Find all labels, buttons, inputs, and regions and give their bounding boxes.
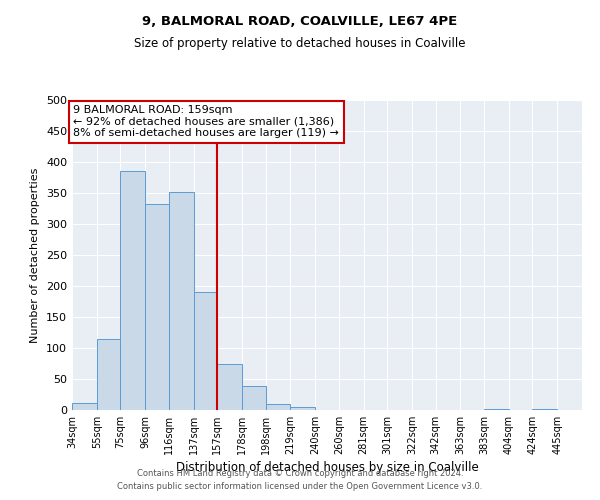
Bar [290,407,315,410]
X-axis label: Distribution of detached houses by size in Coalville: Distribution of detached houses by size … [176,461,478,474]
Bar [97,338,121,410]
Bar [217,364,242,410]
Bar [242,386,266,410]
Bar [121,172,145,410]
Text: Size of property relative to detached houses in Coalville: Size of property relative to detached ho… [134,38,466,51]
Y-axis label: Number of detached properties: Number of detached properties [31,168,40,342]
Bar [266,404,290,410]
Bar [169,192,194,410]
Text: 9 BALMORAL ROAD: 159sqm
← 92% of detached houses are smaller (1,386)
8% of semi-: 9 BALMORAL ROAD: 159sqm ← 92% of detache… [73,105,339,138]
Bar [145,204,169,410]
Bar [532,409,557,410]
Bar [484,409,509,410]
Text: Contains public sector information licensed under the Open Government Licence v3: Contains public sector information licen… [118,482,482,491]
Bar [72,402,97,410]
Text: 9, BALMORAL ROAD, COALVILLE, LE67 4PE: 9, BALMORAL ROAD, COALVILLE, LE67 4PE [142,15,458,28]
Bar [194,292,217,410]
Text: Contains HM Land Registry data © Crown copyright and database right 2024.: Contains HM Land Registry data © Crown c… [137,468,463,477]
